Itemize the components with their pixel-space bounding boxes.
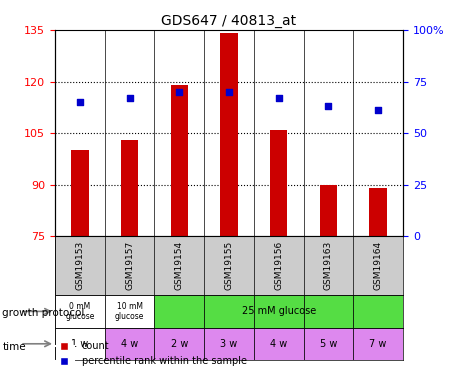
Text: 4 w: 4 w [270,339,287,349]
Text: GSM19164: GSM19164 [374,241,383,290]
Bar [270,130,288,236]
Bar [170,85,188,236]
Bar [254,328,304,360]
Bar [304,328,353,360]
Text: time: time [2,342,26,352]
Bar [304,295,353,328]
Bar [154,328,204,360]
Text: growth protocol: growth protocol [2,308,85,318]
Text: 2 w: 2 w [170,339,188,349]
Bar [105,295,154,328]
Bar [353,295,403,328]
Text: 10 mM
glucose: 10 mM glucose [115,302,144,321]
Text: GSM19157: GSM19157 [125,241,134,290]
Point [126,95,133,101]
Bar [204,295,254,328]
Bar [105,328,154,360]
Text: 4 w: 4 w [121,339,138,349]
Text: 5 w: 5 w [320,339,337,349]
Text: GSM19155: GSM19155 [224,241,234,290]
Bar [121,140,138,236]
Bar [55,328,105,360]
Bar [71,150,88,236]
Bar [220,33,238,236]
Legend: count, percentile rank within the sample: count, percentile rank within the sample [51,338,251,370]
Text: GSM19156: GSM19156 [274,241,283,290]
Title: GDS647 / 40813_at: GDS647 / 40813_at [161,13,297,28]
Text: 1 w: 1 w [71,339,88,349]
Text: 7 w: 7 w [370,339,387,349]
Bar [154,295,204,328]
Point [275,95,283,101]
Text: 3 w: 3 w [220,339,238,349]
Point [225,89,233,95]
Point [325,103,332,110]
Text: GSM19154: GSM19154 [175,241,184,290]
Bar [320,185,337,236]
Bar [204,328,254,360]
Text: 25 mM glucose: 25 mM glucose [242,306,316,316]
Point [76,99,83,105]
Point [175,89,183,95]
Text: 0 mM
glucose: 0 mM glucose [65,302,94,321]
Text: GSM19153: GSM19153 [75,241,84,290]
Bar [254,295,304,328]
Text: GSM19163: GSM19163 [324,241,333,290]
Point [375,107,382,113]
Bar [55,295,105,328]
Bar [370,188,387,236]
Bar [353,328,403,360]
